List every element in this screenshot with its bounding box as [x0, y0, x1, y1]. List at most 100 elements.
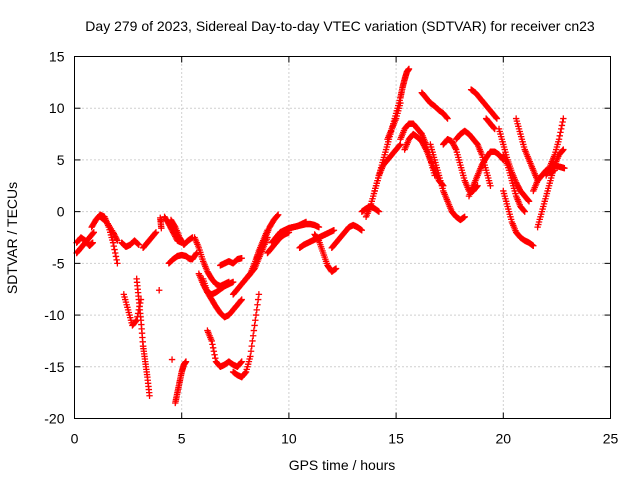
series-arc-21	[217, 254, 245, 269]
series-arc-32	[362, 141, 404, 221]
data-point	[332, 265, 340, 272]
series-arc-45	[495, 125, 533, 205]
x-tick-labels: 0 5 10 15 20 25	[71, 431, 619, 447]
y-tick-label: 0	[57, 204, 65, 220]
series-arc-8	[139, 342, 153, 399]
data-point	[114, 260, 121, 267]
data-point	[252, 317, 259, 324]
series-arc-46	[500, 187, 537, 249]
data-point	[158, 224, 165, 232]
data-point	[452, 145, 459, 152]
data-point	[135, 241, 143, 248]
chart-title: Day 279 of 2023, Sidereal Day-to-day VTE…	[85, 18, 595, 34]
y-tick-label: -10	[44, 307, 64, 323]
series-arc-42	[465, 148, 507, 200]
data-point	[132, 317, 140, 325]
y-axis-label: SDTVAR / TECUs	[4, 182, 20, 294]
data-point	[134, 240, 141, 247]
data-point	[560, 115, 567, 122]
data-point	[193, 249, 200, 257]
data-point	[254, 301, 261, 308]
data-point	[152, 229, 159, 237]
data-point	[525, 197, 532, 204]
data-point	[113, 256, 120, 264]
data-point	[171, 222, 178, 230]
data-point	[274, 212, 281, 219]
data-point	[422, 145, 429, 152]
data-point	[444, 115, 451, 122]
data-point	[254, 296, 262, 303]
x-tick-label: 5	[178, 431, 186, 447]
data-point	[210, 348, 218, 355]
data-point	[212, 354, 219, 362]
data-point	[114, 237, 121, 244]
series-arc-24	[253, 211, 282, 262]
data-point	[252, 311, 260, 319]
plot-frame	[74, 56, 611, 419]
data-point	[358, 227, 365, 234]
series-arc-13	[165, 251, 194, 267]
series-arc-15	[184, 249, 200, 263]
data-point	[242, 369, 249, 377]
series-arc-31	[358, 203, 383, 215]
data-point	[493, 115, 501, 122]
data-point	[237, 359, 245, 366]
series-arc-2	[73, 234, 96, 249]
data-point	[155, 287, 163, 294]
data-point	[461, 213, 468, 221]
series-arc-29	[311, 231, 340, 275]
data-point	[525, 198, 533, 205]
y-tick-label: 10	[49, 100, 65, 116]
data-point	[556, 132, 563, 139]
data-point	[110, 242, 118, 250]
data-point	[559, 147, 566, 154]
series-arc-30	[328, 221, 365, 252]
data-point	[561, 165, 568, 172]
outlier-points	[155, 216, 176, 363]
data-point	[109, 239, 117, 246]
series-arc-39	[427, 141, 468, 224]
data-point	[557, 125, 565, 133]
data-point	[238, 296, 245, 303]
data-point	[237, 297, 245, 304]
y-tick-label: -15	[44, 359, 64, 375]
series-arc-40	[440, 136, 481, 195]
data-point	[238, 254, 245, 262]
x-tick-label: 20	[496, 431, 512, 447]
data-point	[492, 114, 500, 121]
data-point	[249, 332, 257, 339]
data-point	[111, 246, 118, 253]
data-point	[443, 114, 451, 121]
series-arc-48	[512, 115, 541, 184]
x-tick-label: 0	[71, 431, 79, 447]
grid	[74, 56, 611, 419]
data-point	[211, 351, 218, 358]
y-tick-labels: -20 -15 -10 -5 0 5 10 15	[44, 49, 64, 427]
data-point	[274, 211, 282, 218]
data-point	[375, 208, 383, 215]
data-point	[209, 341, 216, 348]
series-arc-20	[229, 291, 263, 381]
data-point	[152, 229, 160, 236]
y-tick-label: -20	[44, 411, 64, 427]
data-point	[247, 353, 254, 360]
data-point	[255, 291, 263, 298]
x-axis-label: GPS time / hours	[289, 457, 396, 473]
data-point	[405, 65, 413, 73]
series-arc-34	[384, 99, 404, 143]
data-point	[89, 239, 96, 246]
data-point	[146, 392, 153, 399]
series-arc-44	[482, 115, 498, 133]
data-point	[315, 236, 322, 243]
data-point	[396, 142, 403, 149]
data-point	[112, 249, 119, 257]
series-arc-18	[199, 275, 245, 321]
series-arc-50	[534, 146, 567, 231]
data-point	[112, 253, 120, 260]
series-arc-14	[172, 358, 190, 407]
series-arc-47	[500, 151, 528, 215]
data-point	[250, 327, 258, 334]
series-arc-4	[97, 213, 121, 244]
data-point	[487, 182, 494, 189]
